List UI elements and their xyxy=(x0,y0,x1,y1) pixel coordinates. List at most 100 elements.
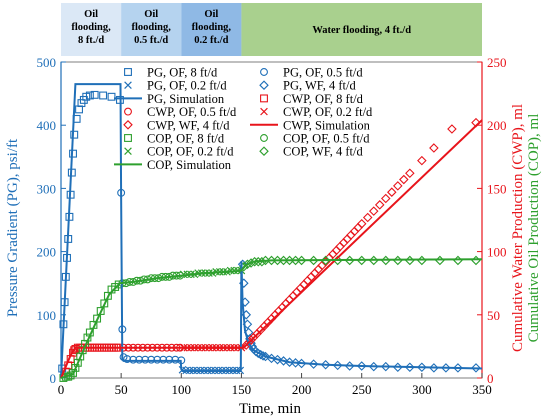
phase-label-1: Oil flooding, 0.5 ft./d xyxy=(132,9,172,46)
legend-label: COP, OF, 0.2 ft/d xyxy=(147,145,234,159)
series-cop-simulation xyxy=(60,258,483,379)
data-point xyxy=(85,91,94,100)
legend-label: PG, OF, 8 ft/d xyxy=(147,66,218,80)
data-point xyxy=(387,187,397,197)
phase-banner: Oil flooding, 8 ft./d Oil flooding, 0.5 ft./d… xyxy=(61,3,482,56)
data-point xyxy=(153,355,162,364)
series-pg-simulation xyxy=(60,83,483,379)
simulation-line xyxy=(60,83,483,379)
phase-label-2: Oil flooding, 0.2 ft./d xyxy=(192,9,232,46)
data-point xyxy=(405,362,415,373)
plot-frame xyxy=(60,61,483,379)
legend-label: COP, Simulation xyxy=(147,158,232,172)
y-axis-label-left: Pressure Gradient (PG), psi/ft xyxy=(5,138,21,317)
y-left-tick-label-2: 200 xyxy=(37,245,57,260)
x-axis-label: Time, min xyxy=(239,401,301,417)
data-point xyxy=(69,368,77,377)
x-tick-label-4: 200 xyxy=(292,382,312,397)
y-axis-label-right-oil: Cumulative Oil Production (COP), ml xyxy=(526,114,542,343)
series xyxy=(58,83,483,382)
phase-band-2 xyxy=(181,3,242,56)
series-pg-wf-4-ft-d xyxy=(237,259,481,373)
legend-entry: PG, WF, 4 ft/d xyxy=(259,79,356,93)
legend-swatch xyxy=(260,68,268,76)
data-point xyxy=(374,200,385,210)
phase-band-0 xyxy=(61,3,122,56)
data-point xyxy=(141,355,150,364)
data-point xyxy=(380,193,391,204)
data-point xyxy=(308,255,319,266)
x-tick-label-3: 150 xyxy=(232,382,252,397)
data-point xyxy=(453,363,463,373)
data-point xyxy=(135,355,144,364)
legend-label: CWP, Simulation xyxy=(283,118,371,132)
legend-entry: PG, Simulation xyxy=(114,92,225,106)
data-point xyxy=(441,363,451,373)
legend-swatch xyxy=(124,134,132,142)
x-tick-label-6: 300 xyxy=(412,382,432,397)
data-point xyxy=(107,92,116,101)
y-left-tick-label-0: 0 xyxy=(50,371,57,386)
legend-swatch xyxy=(259,80,269,90)
legend-swatch xyxy=(260,107,268,116)
phase-label-0: Oil flooding, 8 ft./d xyxy=(71,9,111,46)
data-point xyxy=(159,355,168,364)
data-point xyxy=(147,355,156,364)
legend-entry: COP, Simulation xyxy=(114,158,232,172)
phase-band-3 xyxy=(241,3,482,56)
data-point xyxy=(405,168,415,179)
data-point xyxy=(471,255,481,266)
legend-label: PG, WF, 4 ft/d xyxy=(283,79,356,93)
data-point xyxy=(71,363,80,372)
data-point xyxy=(362,212,373,223)
data-point xyxy=(417,362,427,373)
data-point xyxy=(332,360,343,371)
legend-entry: PG, OF, 0.5 ft/d xyxy=(260,66,363,80)
legend-swatch xyxy=(260,94,268,103)
legend-entry: CWP, WF, 4 ft/d xyxy=(123,118,230,132)
data-point xyxy=(171,355,180,364)
legend-label: COP, WF, 4 ft/d xyxy=(283,145,363,159)
y-right-tick-label-4: 200 xyxy=(487,118,507,133)
legend-swatch xyxy=(259,146,269,156)
data-point xyxy=(417,155,427,166)
data-point xyxy=(380,361,391,372)
simulation-line xyxy=(60,119,483,379)
data-point xyxy=(368,206,379,216)
legend-entry: CWP, Simulation xyxy=(250,118,371,132)
data-point xyxy=(70,130,79,139)
y-right-tick-label-1: 50 xyxy=(487,308,500,323)
legend-entry: COP, WF, 4 ft/d xyxy=(259,145,363,159)
legend: PG, OF, 8 ft/d PG, OF, 0.5 ft/d PG, OF, 0.… xyxy=(114,66,373,172)
data-point xyxy=(129,355,138,364)
data-point xyxy=(249,256,260,267)
simulation-line xyxy=(60,258,483,379)
legend-swatch xyxy=(124,68,132,76)
data-point xyxy=(90,90,99,99)
y-right-tick-label-2: 100 xyxy=(487,245,507,260)
y-right-tick-label-3: 150 xyxy=(487,181,507,196)
legend-swatch xyxy=(260,134,268,142)
legend-entry: CWP, OF, 8 ft/d xyxy=(260,92,364,106)
legend-swatch xyxy=(124,147,132,156)
data-point xyxy=(447,124,457,134)
legend-entry: COP, OF, 8 ft/d xyxy=(124,132,225,146)
legend-entry: PG, OF, 8 ft/d xyxy=(124,66,218,80)
axes: 0 50 100 150 200 250 300 3500100200300400500050… xyxy=(37,55,507,397)
data-point xyxy=(296,255,307,266)
x-tick-label-7: 350 xyxy=(472,382,492,397)
data-point xyxy=(123,355,132,363)
x-tick-label-0: 0 xyxy=(58,382,65,397)
legend-label: CWP, WF, 4 ft/d xyxy=(147,118,230,132)
legend-label: CWP, OF, 0.2 ft/d xyxy=(283,105,373,119)
x-tick-label-1: 50 xyxy=(115,382,128,397)
y-left-tick-label-1: 100 xyxy=(37,308,57,323)
legend-label: CWP, OF, 8 ft/d xyxy=(283,92,364,106)
legend-entry: COP, OF, 0.5 ft/d xyxy=(260,132,370,146)
series-cwp-of-8-ft-d xyxy=(61,343,123,376)
data-point xyxy=(429,143,439,153)
y-left-tick-label-3: 300 xyxy=(37,181,57,196)
legend-label: PG, OF, 0.2 ft/d xyxy=(147,79,227,93)
x-tick-label-2: 100 xyxy=(172,382,192,397)
